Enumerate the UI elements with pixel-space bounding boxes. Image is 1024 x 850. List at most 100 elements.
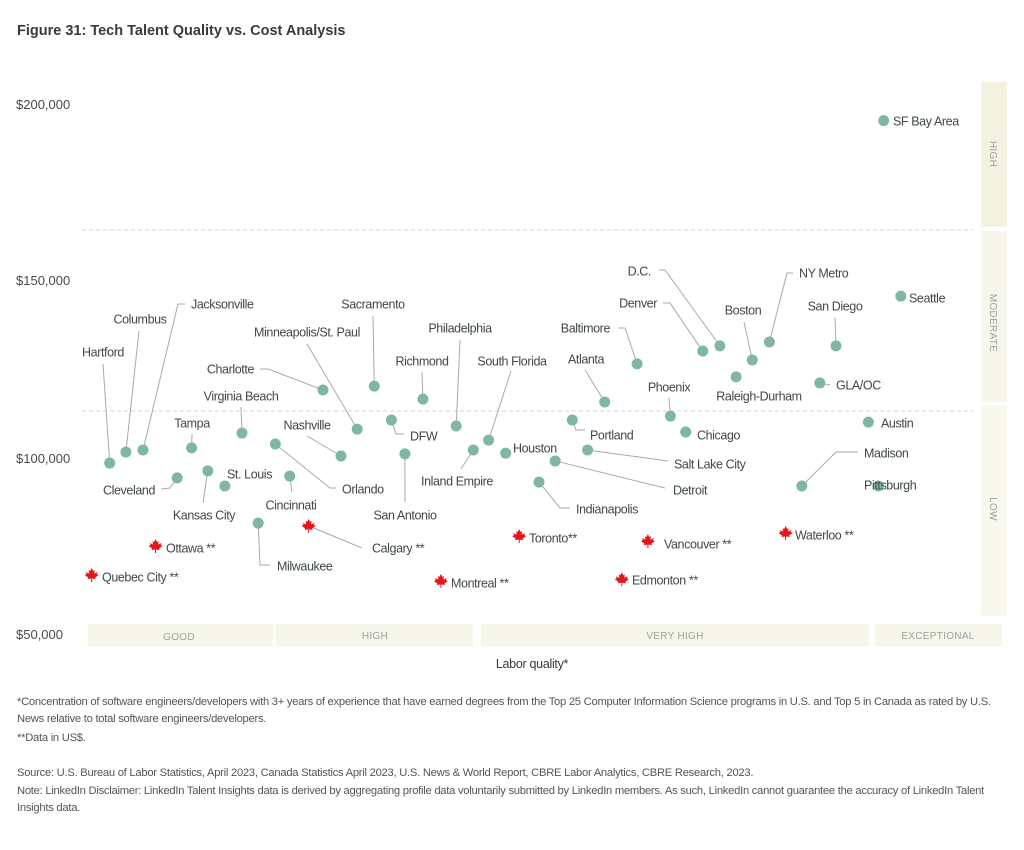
- x-band-label-high: HIGH: [362, 631, 388, 642]
- point-label-inland-empire: Inland Empire: [421, 475, 493, 489]
- data-point-portland: [566, 414, 578, 426]
- data-point-houston: [500, 447, 512, 459]
- point-label-quebec-city: Quebec City **: [102, 571, 179, 585]
- data-point-raleigh-durham: [730, 371, 742, 383]
- point-label-st-louis: St. Louis: [227, 468, 272, 482]
- point-label-nashville: Nashville: [283, 419, 331, 433]
- data-points: [84, 115, 907, 588]
- point-label-portland: Portland: [590, 429, 634, 443]
- point-label-san-diego: San Diego: [808, 300, 863, 314]
- data-point-columbus: [120, 446, 132, 458]
- data-point-san-diego: [830, 340, 842, 352]
- maple-leaf-icon: [84, 567, 99, 582]
- leader-line-detroit: [555, 460, 666, 489]
- point-label-chicago: Chicago: [697, 429, 741, 443]
- point-label-virginia-beach: Virginia Beach: [204, 390, 279, 404]
- y-band-high: [981, 82, 1007, 227]
- data-point-sacramento: [368, 380, 380, 392]
- data-point-gla-oc: [814, 377, 826, 389]
- data-point-milwaukee: [252, 517, 264, 529]
- point-label-ottawa: Ottawa **: [166, 542, 216, 556]
- x-band-very-high: [481, 624, 869, 646]
- maple-leaf-icon: [614, 572, 629, 587]
- maple-leaf-icon: [778, 525, 793, 540]
- y-band-low: [981, 405, 1007, 616]
- x-band-high: [276, 624, 473, 646]
- y-band-moderate: [981, 231, 1007, 402]
- leader-lines: [102, 269, 858, 566]
- point-label-milwaukee: Milwaukee: [277, 560, 333, 574]
- point-label-baltimore: Baltimore: [561, 322, 611, 336]
- data-point-denver: [697, 345, 709, 357]
- leader-line-madison: [801, 451, 858, 487]
- point-label-boston: Boston: [725, 304, 762, 318]
- y-band-label-high: HIGH: [987, 141, 998, 167]
- point-label-calgary: Calgary **: [372, 542, 425, 556]
- data-point-dfw: [385, 414, 397, 426]
- point-label-ny-metro: NY Metro: [799, 267, 849, 281]
- data-point-baltimore: [631, 358, 643, 370]
- data-point-seattle: [895, 290, 907, 302]
- point-label-madison: Madison: [864, 447, 909, 461]
- point-labels: SF Bay Area Seattle D.C. Denver NY Metro Bost…: [82, 115, 960, 591]
- chart-title: Figure 31: Tech Talent Quality vs. Cost …: [17, 23, 346, 39]
- x-band-label-good: GOOD: [163, 632, 195, 643]
- point-label-houston: Houston: [513, 442, 557, 456]
- point-label-raleigh-durham: Raleigh-Durham: [716, 390, 801, 404]
- data-point-san-antonio: [399, 448, 411, 460]
- leader-line-philadelphia: [455, 339, 461, 427]
- x-band-good: [88, 624, 273, 646]
- point-label-waterloo: Waterloo **: [795, 529, 854, 543]
- point-label-orlando: Orlando: [342, 483, 384, 497]
- data-point-salt-lake-city: [582, 444, 594, 456]
- footnote-currency: **Data in US$.: [17, 732, 86, 744]
- y-tick-label: $150,000: [16, 273, 70, 288]
- point-label-kansas-city: Kansas City: [173, 509, 236, 523]
- point-label-columbus: Columbus: [113, 313, 166, 327]
- data-point-kansas-city: [202, 465, 214, 477]
- point-label-detroit: Detroit: [673, 484, 708, 498]
- data-point-atlanta: [599, 396, 611, 408]
- maple-leaf-icon: [148, 539, 163, 554]
- data-point-d-c: [714, 340, 726, 352]
- data-point-charlotte: [317, 384, 329, 396]
- maple-leaf-icon: [433, 573, 448, 588]
- leader-line-denver: [663, 302, 704, 352]
- point-label-pittsburgh: Pittsburgh: [864, 479, 917, 493]
- leader-line-boston: [743, 321, 753, 361]
- footnote-quality: *Concentration of software engineers/dev…: [17, 696, 991, 725]
- leader-line-jacksonville: [142, 303, 185, 451]
- data-point-detroit: [549, 455, 561, 467]
- data-point-austin: [862, 416, 874, 428]
- point-label-tampa: Tampa: [174, 417, 210, 431]
- point-label-edmonton: Edmonton **: [632, 574, 698, 588]
- y-tick-label: $200,000: [16, 97, 70, 112]
- leader-line-nashville: [306, 435, 342, 457]
- point-label-montreal: Montreal **: [451, 577, 509, 591]
- source-note: Source: U.S. Bureau of Labor Statistics,…: [17, 767, 754, 779]
- data-point-nashville: [335, 450, 347, 462]
- x-band-exceptional: [875, 624, 1002, 646]
- point-label-phoenix: Phoenix: [648, 381, 692, 395]
- data-point-madison: [796, 480, 808, 492]
- data-point-hartford: [104, 457, 116, 469]
- leader-line-minneapolis-st-paul: [306, 343, 358, 430]
- leader-line-baltimore: [618, 327, 638, 365]
- point-label-toronto: Toronto**: [529, 532, 577, 546]
- data-point-jacksonville: [137, 444, 149, 456]
- linkedin-disclaimer: Note: LinkedIn Disclaimer: LinkedIn Tale…: [17, 785, 984, 814]
- data-point-virginia-beach: [236, 427, 248, 439]
- point-label-sacramento: Sacramento: [341, 298, 405, 312]
- point-label-vancouver: Vancouver **: [664, 538, 732, 552]
- point-label-south-florida: South Florida: [477, 355, 547, 369]
- leader-line-atlanta: [584, 369, 606, 403]
- y-tick-label: $100,000: [16, 451, 70, 466]
- x-band-label-very-high: VERY HIGH: [646, 631, 703, 642]
- point-label-sf-bay-area: SF Bay Area: [893, 115, 959, 129]
- data-point-chicago: [680, 426, 692, 438]
- data-point-orlando: [269, 438, 281, 450]
- data-point-indianapolis: [533, 476, 545, 488]
- point-label-atlanta: Atlanta: [568, 353, 605, 367]
- y-band-label-moderate: MODERATE: [987, 294, 998, 352]
